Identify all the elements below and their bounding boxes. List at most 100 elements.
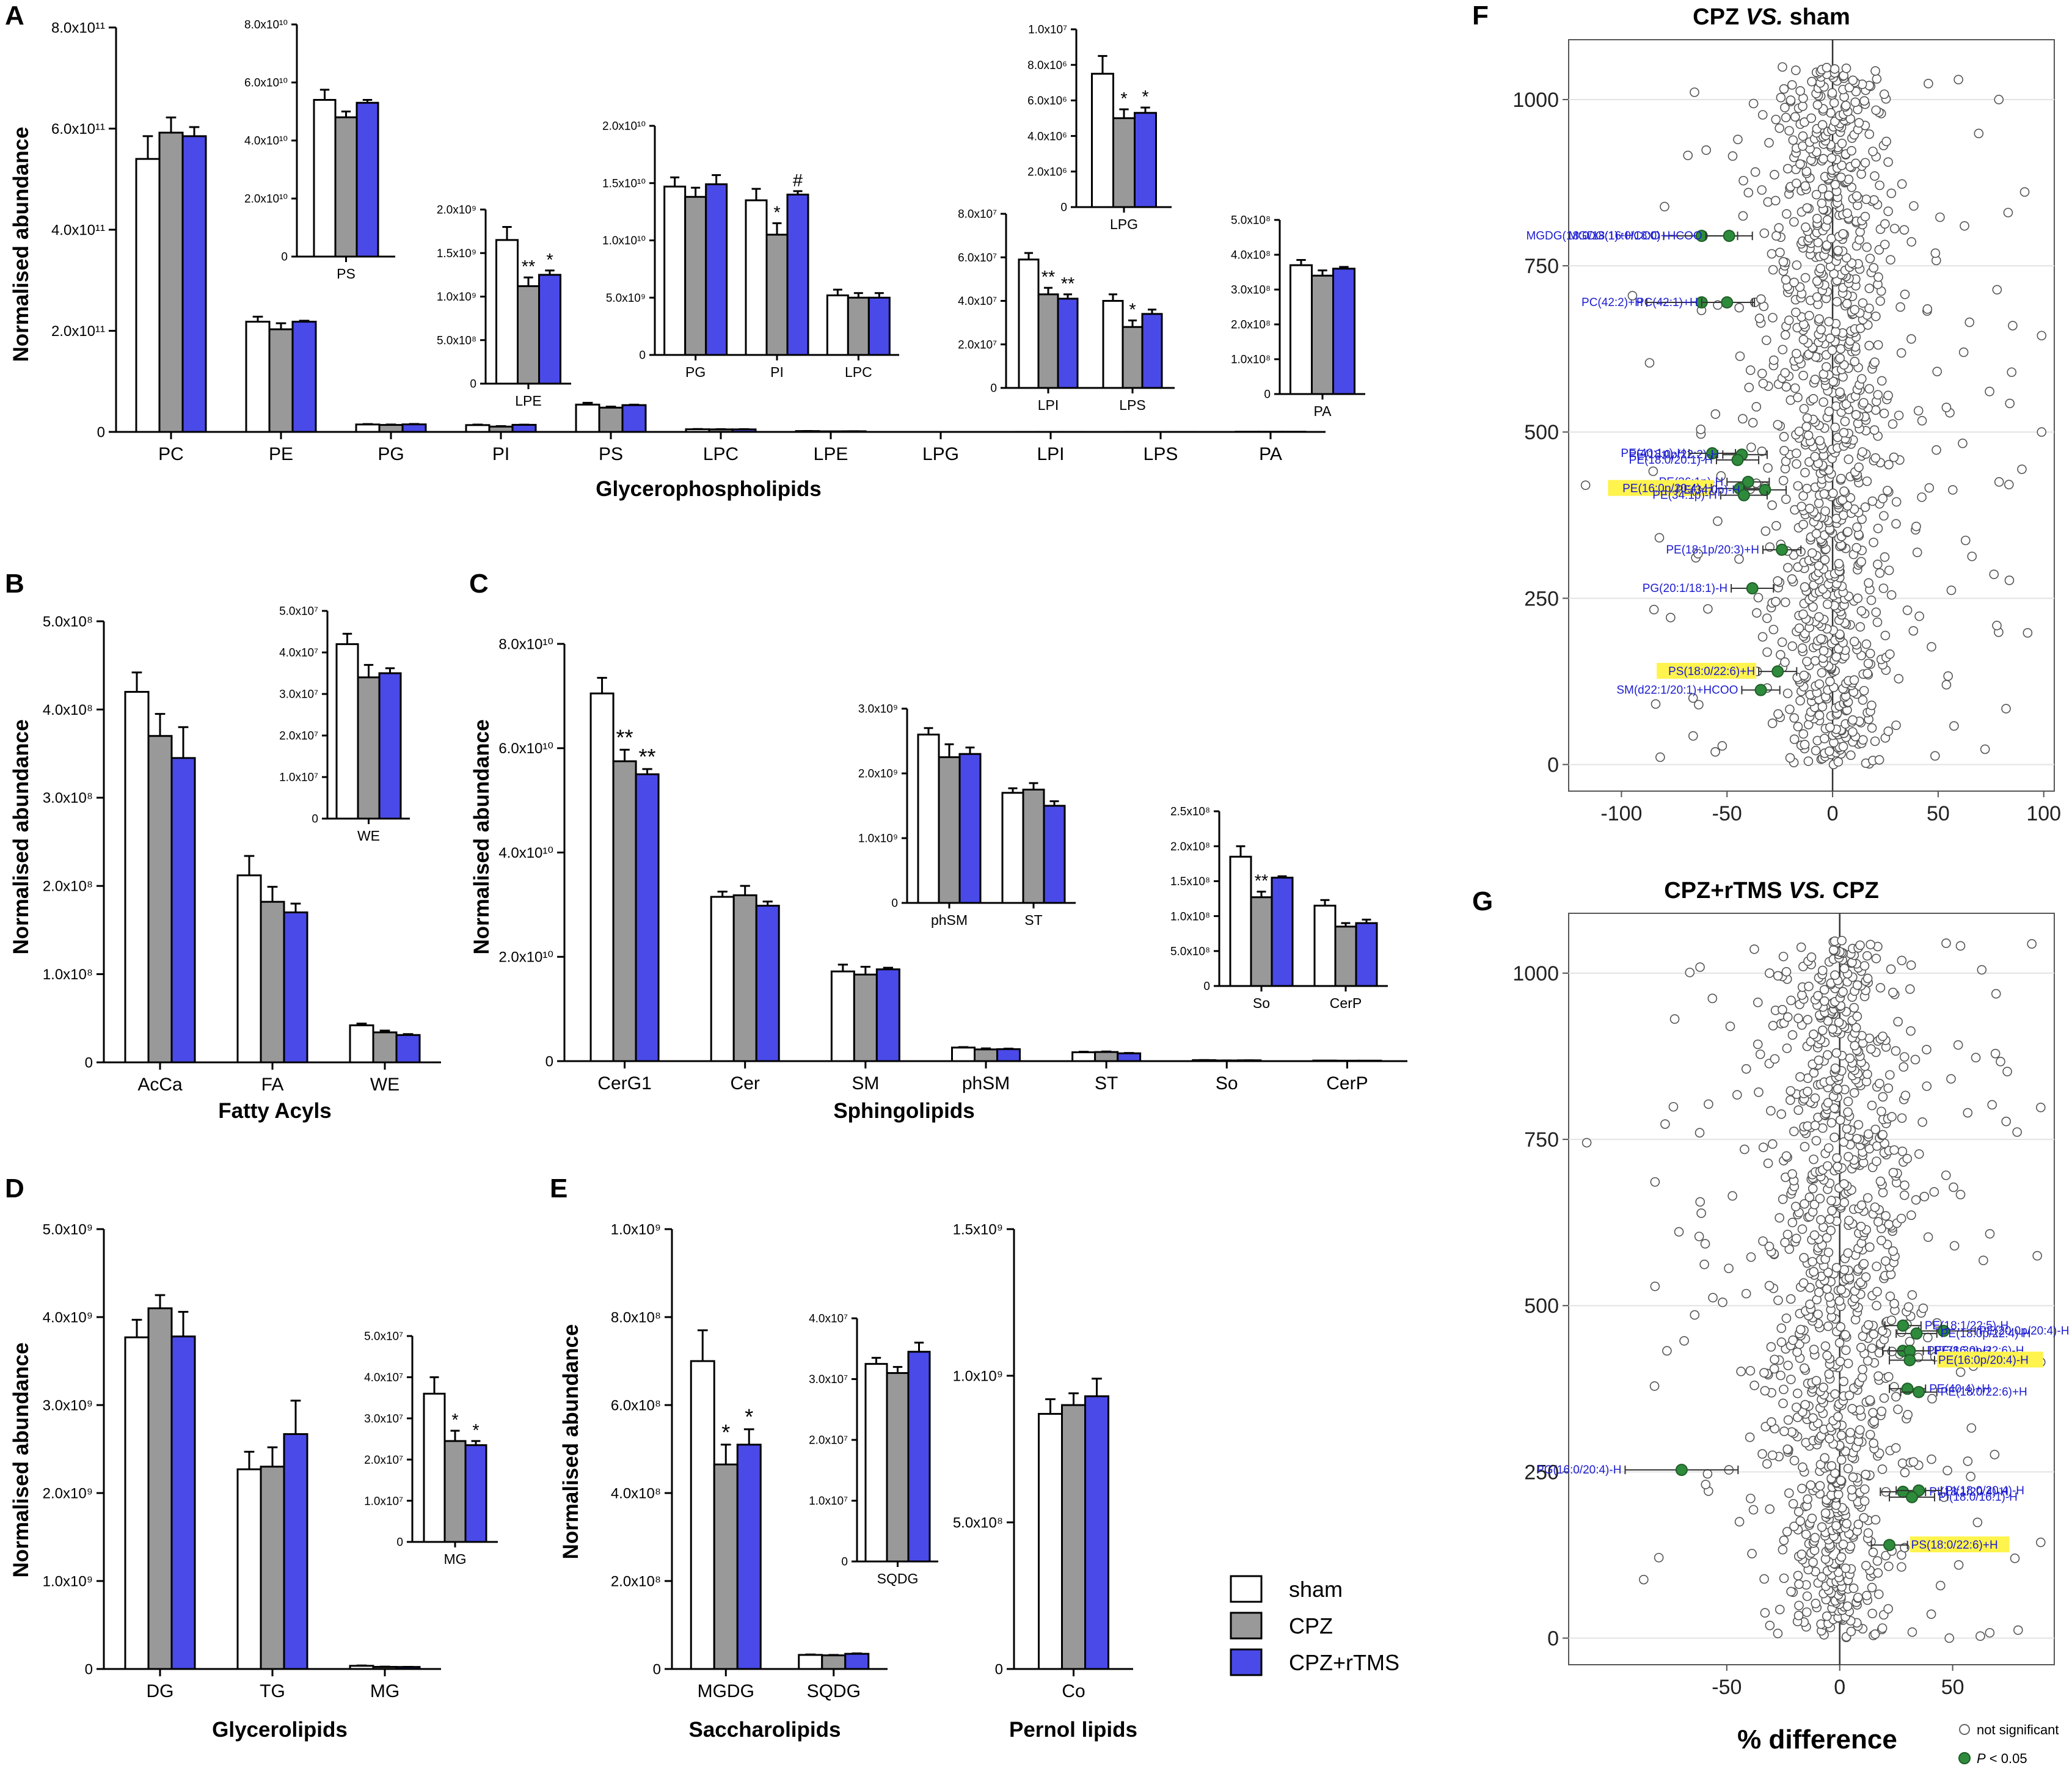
- lipid-label: MGDG(18:0/18:1)+HCOO: [1526, 230, 1660, 243]
- legend-marker-significant: [1958, 1752, 1971, 1764]
- lipid-label: SM(d22:1/20:1)+HCOO: [1616, 684, 1738, 697]
- data-point: [1766, 1106, 1776, 1116]
- data-point: [1843, 1359, 1853, 1368]
- y-tick-label: 2.0x10⁷: [958, 338, 997, 351]
- data-point: [1846, 750, 1856, 761]
- data-point: [1963, 1108, 1973, 1118]
- data-point: [1679, 1336, 1689, 1346]
- y-tick-label: 0: [85, 1661, 93, 1678]
- x-tick-label-mg: MG: [370, 1681, 399, 1701]
- y-tick-label: 750: [1524, 255, 1559, 278]
- data-point: [1817, 668, 1827, 678]
- x-tick-label-cerp: CerP: [1326, 1073, 1368, 1094]
- data-point: [1866, 1044, 1876, 1054]
- x-tick-label-lpg: LPG: [1110, 216, 1138, 232]
- data-point: [1818, 397, 1828, 407]
- bar-st-cpz: [1094, 1051, 1119, 1062]
- data-point: [1875, 983, 1886, 993]
- data-point: [1639, 1574, 1649, 1585]
- data-point: [1927, 1454, 1936, 1464]
- data-point: [1804, 1192, 1815, 1202]
- significant-marker: [1913, 1386, 1925, 1398]
- x-tick-label-pe: PE: [269, 444, 293, 464]
- data-point: [1830, 422, 1840, 433]
- data-point: [1807, 1513, 1817, 1524]
- data-point: [1648, 466, 1658, 477]
- data-point: [1800, 582, 1810, 592]
- data-point: [1877, 1235, 1886, 1246]
- y-tick-label: 3.0x10⁸: [43, 790, 93, 806]
- bar-pg-cpz-rtms: [401, 423, 427, 433]
- y-tick-label: 5.0x10⁹: [43, 1221, 93, 1238]
- data-point: [1818, 1382, 1828, 1392]
- data-point: [1798, 1278, 1809, 1288]
- data-point: [1773, 420, 1783, 430]
- y-tick-label: 0: [85, 1054, 93, 1071]
- data-point: [1771, 231, 1781, 241]
- bar-mg-cpz: [443, 1440, 467, 1543]
- significant-point-pe-34-0p-h: PE(34:0p)-H: [1676, 483, 1787, 497]
- data-point: [1814, 498, 1824, 508]
- data-point: [1822, 1233, 1832, 1243]
- data-point: [1757, 368, 1767, 379]
- data-point: [1836, 172, 1846, 183]
- bar-ps-cpz: [598, 406, 624, 433]
- data-point: [1847, 1484, 1857, 1495]
- lipid-label: PE(18:0p/22:4)-H: [1941, 1327, 2031, 1340]
- x-tick-label-st: ST: [1024, 912, 1042, 928]
- data-point: [1811, 189, 1822, 200]
- y-tick-label: 8.0x10⁶: [1027, 59, 1067, 72]
- data-point: [1896, 348, 1906, 358]
- data-point: [1748, 1505, 1759, 1515]
- data-point: [1883, 157, 1893, 167]
- y-tick-label: 2.0x10⁸: [1231, 319, 1271, 332]
- data-point: [1861, 1469, 1871, 1480]
- y-tick-label: 2.0x10¹⁰: [244, 193, 288, 206]
- data-point: [1700, 1239, 1710, 1249]
- data-point: [1654, 533, 1665, 543]
- significance-mark: *: [1142, 87, 1148, 107]
- data-point: [1789, 1521, 1799, 1532]
- data-point: [1852, 522, 1862, 532]
- data-point: [1867, 1582, 1877, 1593]
- data-point: [1790, 383, 1800, 393]
- data-point: [1793, 1013, 1803, 1023]
- data-point: [1838, 229, 1848, 239]
- data-point: [1914, 1149, 1924, 1159]
- bar-lps-cpz-rtms: [1141, 313, 1163, 389]
- data-point: [1873, 1217, 1883, 1227]
- bar-chart-b-we: 0 1.0x10⁷ 2.0x10⁷ 3.0x10⁷ 4.0x10⁷ 5.0x10⁷ WE: [279, 605, 410, 844]
- data-point: [1792, 348, 1801, 359]
- bar-lpc-cpz: [847, 296, 870, 356]
- legend-label-cpz-rtms: CPZ+rTMS: [1289, 1650, 1399, 1675]
- data-point: [1770, 195, 1781, 206]
- bar-sqdg-cpz: [886, 1372, 910, 1563]
- data-point: [1835, 387, 1845, 397]
- y-tick-label: 6.0x10¹⁰: [244, 77, 288, 90]
- data-point: [1803, 1086, 1812, 1097]
- x-tick-label-lpe: LPE: [814, 444, 848, 464]
- data-point: [1803, 1015, 1813, 1024]
- bar-lpg-cpz-rtms: [1134, 112, 1157, 208]
- data-point: [1856, 557, 1866, 567]
- data-point: [1808, 393, 1818, 404]
- data-point: [1825, 676, 1835, 687]
- data-point: [1695, 1197, 1705, 1207]
- data-point: [1688, 731, 1698, 741]
- data-point: [1883, 1371, 1894, 1382]
- bar-we-sham: [335, 643, 359, 820]
- panel-label-e: E: [550, 1174, 567, 1203]
- panel-label-g: G: [1472, 886, 1493, 916]
- data-point: [1848, 1583, 1859, 1593]
- y-tick-label: 8.0x10¹¹: [51, 20, 105, 36]
- data-point: [1869, 425, 1880, 435]
- data-point: [1806, 952, 1817, 962]
- legend: sham CPZ CPZ+rTMS: [1230, 1575, 1399, 1676]
- bar-st-sham: [1001, 792, 1024, 904]
- data-point: [1888, 987, 1898, 998]
- data-point: [1795, 696, 1805, 706]
- data-point: [1855, 940, 1865, 951]
- data-point: [1810, 451, 1820, 462]
- data-point: [1757, 632, 1768, 642]
- y-tick-label: 3.0x10⁹: [858, 703, 898, 716]
